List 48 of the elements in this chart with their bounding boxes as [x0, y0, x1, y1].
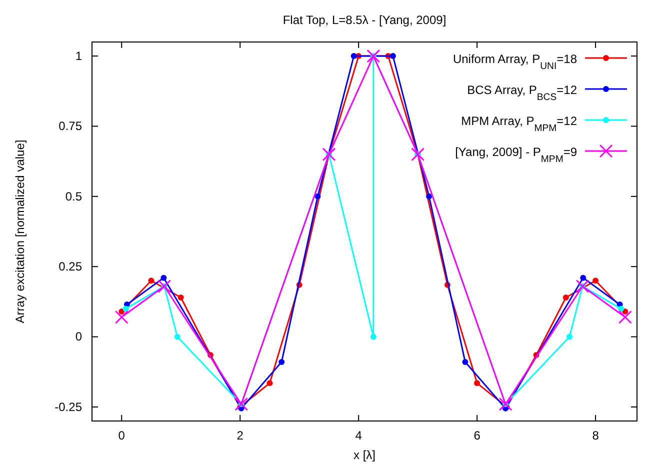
point — [278, 359, 285, 366]
y-axis-title: Array excitation [normalized value] — [13, 140, 27, 324]
x-tick-label: 0 — [118, 428, 126, 443]
point — [148, 278, 154, 284]
point — [462, 359, 468, 366]
x-axis-title: x [λ] — [353, 448, 376, 462]
point — [314, 193, 321, 200]
chart-title: Flat Top, L=8.5λ - [Yang, 2009] — [282, 13, 446, 27]
point — [178, 294, 184, 300]
point — [498, 397, 512, 411]
point — [114, 310, 128, 324]
point — [370, 334, 376, 340]
x-tick-label: 4 — [355, 428, 362, 443]
point — [122, 306, 129, 312]
x-tick-label: 6 — [474, 428, 481, 443]
legend-label: BCS Array, P$_{BCS}$=12 — [467, 83, 578, 102]
y-tick-label: 1 — [75, 48, 82, 63]
point — [618, 310, 632, 324]
y-tick-label: 0.5 — [65, 189, 82, 204]
point — [411, 148, 425, 162]
y-tick-label: 0 — [75, 330, 82, 344]
x-tick-label: 8 — [592, 428, 600, 443]
point — [266, 380, 273, 386]
legend-label: [Yang, 2009] - P$_{MPM}$=9 — [455, 145, 578, 164]
point — [158, 279, 172, 293]
point — [566, 334, 572, 340]
point — [118, 308, 125, 315]
point — [234, 397, 248, 411]
point — [576, 279, 590, 293]
point — [160, 274, 167, 281]
point — [366, 49, 380, 63]
point — [174, 334, 180, 340]
x-tick-label: 2 — [236, 428, 244, 443]
point — [390, 53, 396, 60]
point — [562, 294, 569, 300]
point — [580, 274, 586, 281]
legend-label: MPM Array, P$_{MPM}$=12 — [461, 114, 578, 134]
point — [426, 193, 432, 200]
y-tick-label: 0.25 — [58, 259, 82, 274]
y-tick-label: 0.75 — [58, 119, 82, 134]
point — [622, 308, 628, 315]
point — [474, 380, 480, 386]
point — [350, 53, 357, 60]
legend-label: Uniform Array, P$_{UNI}$=18 — [452, 52, 578, 72]
point — [322, 148, 336, 162]
point — [618, 306, 624, 312]
y-tick-label: -0.25 — [54, 400, 82, 414]
point — [592, 278, 599, 284]
